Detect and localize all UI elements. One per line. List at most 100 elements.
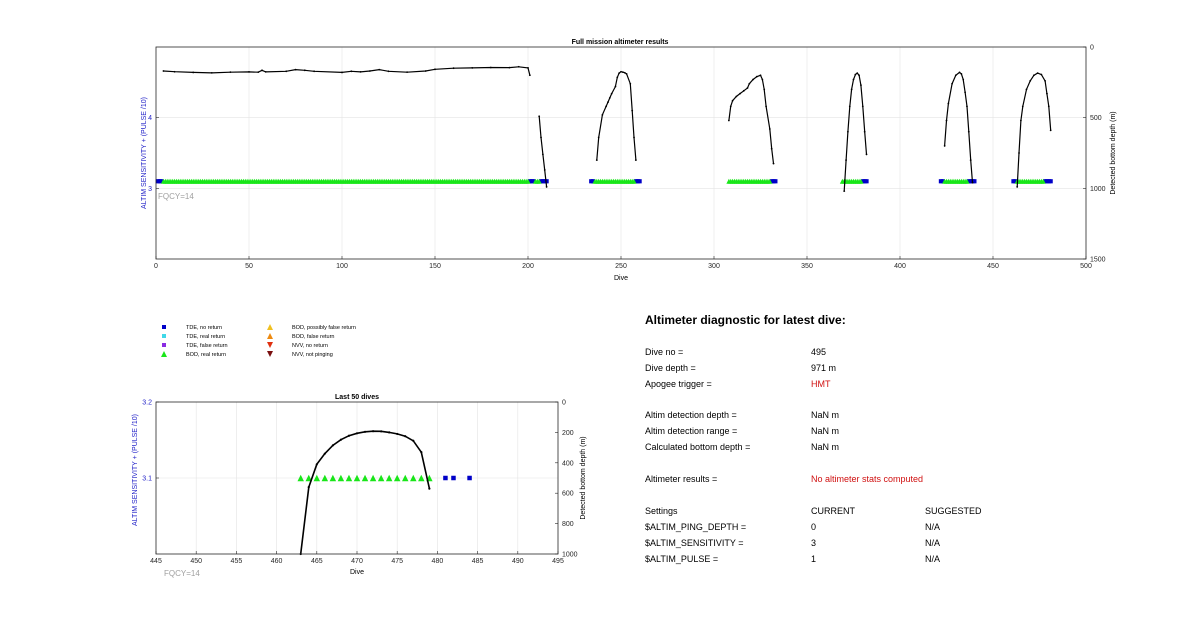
bottom-depth-point <box>1021 105 1024 108</box>
y-tick-label-right: 0 <box>1090 45 1094 52</box>
data-triangle-marker <box>385 474 393 482</box>
data-triangle-marker <box>267 324 273 330</box>
y-tick-label-right: 800 <box>562 521 574 528</box>
bottom-depth-line <box>728 74 775 164</box>
x-tick-label: 400 <box>894 263 906 270</box>
bottom-depth-point <box>378 68 381 71</box>
bottom-depth-point <box>341 71 343 74</box>
x-tick-label: 100 <box>336 263 348 270</box>
bottom-depth-point <box>527 67 529 69</box>
y-tick-label-right: 0 <box>562 400 566 407</box>
legend-entry-label: NVV, not pinging <box>292 352 333 358</box>
bottom-depth-point <box>192 71 195 74</box>
bottom-depth-point <box>608 96 611 99</box>
dive-depth-row: Dive depth = 971 m <box>645 363 1185 377</box>
bottom-depth-point <box>945 119 948 122</box>
setting-suggested: N/A <box>925 522 941 532</box>
detection-range-row: Altim detection range = NaN m <box>645 426 1185 440</box>
dive-depth-label: Dive depth = <box>645 363 696 373</box>
data-square-marker <box>940 179 945 184</box>
bottom-depth-point <box>355 432 359 435</box>
bottom-depth-point <box>406 71 408 74</box>
bottom-depth-point <box>294 68 297 71</box>
y-tick-label-right: 1500 <box>1090 257 1106 264</box>
data-triangle-marker <box>401 474 409 482</box>
bottom-depth-point <box>850 88 853 91</box>
bottom-depth-point <box>954 74 957 77</box>
bottom-depth-point <box>339 438 343 441</box>
bottom-depth-point <box>323 452 326 455</box>
altimeter-results-label: Altimeter results = <box>645 474 718 484</box>
bottom-depth-point <box>173 70 176 73</box>
bottom-depth-point <box>1018 152 1020 154</box>
x-tick-label: 460 <box>271 558 283 565</box>
bottom-depth-point <box>528 74 531 77</box>
data-square-marker <box>544 179 549 184</box>
bottom-depth-point <box>313 70 315 73</box>
bottom-depth-point <box>1036 72 1039 75</box>
data-square-marker <box>467 475 472 481</box>
bottom-depth-point <box>731 99 734 102</box>
x-tick-label: 495 <box>552 558 564 565</box>
legend-entry-label: BOD, possibly false return <box>292 325 356 331</box>
x-tick-label: 465 <box>311 558 323 565</box>
data-square-marker <box>162 325 166 329</box>
bottom-depth-point <box>303 69 306 72</box>
x-tick-label: 470 <box>351 558 363 565</box>
x-tick-label: 350 <box>801 263 813 270</box>
apogee-trigger-value: HMT <box>811 379 831 389</box>
bottom-depth-point <box>752 78 754 81</box>
detection-range-label: Altim detection range = <box>645 426 738 436</box>
dive-depth-value: 971 m <box>811 363 837 373</box>
apogee-trigger-label: Apogee trigger = <box>645 379 712 389</box>
dive-no-value: 495 <box>811 347 827 357</box>
setting-name: $ALTIM_PULSE = <box>645 554 719 564</box>
setting-row: $ALTIM_PING_DEPTH = 0 N/A <box>645 522 1185 536</box>
legend-entry-label: BOD, real return <box>186 352 226 358</box>
bottom-depth-point <box>1033 74 1035 77</box>
altimeter-results-value: No altimeter stats computed <box>811 474 924 484</box>
x-tick-label: 300 <box>708 263 720 270</box>
bottom-depth-point <box>964 91 966 94</box>
current-header: CURRENT <box>811 506 855 516</box>
bottom-depth-point <box>858 74 860 77</box>
bottom-depth-point <box>264 70 267 73</box>
bottom-depth-point <box>748 82 751 85</box>
data-square-marker <box>637 179 642 184</box>
bottom-depth-point <box>971 181 974 184</box>
x-tick-label: 200 <box>522 263 534 270</box>
y-tick-label-right: 1000 <box>1090 186 1106 193</box>
data-triangle-marker <box>297 474 304 482</box>
bottom-depth-point <box>257 71 260 74</box>
bottom-depth-point <box>770 147 773 150</box>
bottom-depth-point <box>543 169 546 171</box>
bottom-depth-point <box>285 70 288 73</box>
settings-header-row: Settings CURRENT SUGGESTED <box>645 506 1185 520</box>
bottom-depth-point <box>359 70 362 73</box>
bottom-depth-point <box>634 159 637 161</box>
bottom-depth-point <box>1049 129 1052 132</box>
bottom-depth-point <box>607 101 609 104</box>
bottom-depth-point <box>735 95 738 98</box>
bottom-depth-line <box>538 116 548 187</box>
bottom-depth-point <box>248 70 250 73</box>
bottom-depth-point <box>755 75 758 78</box>
setting-name: $ALTIM_SENSITIVITY = <box>645 538 744 548</box>
sub-y-axis-label-right: Detected bottom depth (m) <box>580 436 587 519</box>
data-triangle-marker <box>377 474 385 482</box>
data-triangle-marker <box>1040 178 1046 184</box>
bottom-depth-point <box>434 68 436 71</box>
bottom-depth-point <box>958 71 961 74</box>
bottom-depth-point <box>540 136 542 139</box>
bottom-depth-point <box>1047 105 1050 108</box>
bottom-depth-point <box>863 130 866 133</box>
bottom-depth-point <box>746 87 749 89</box>
last-50-dives-plot: Last 50 dives 445 450 455 460 465 470 475 480 48… <box>132 394 587 578</box>
y-tick-label-right: 400 <box>562 460 574 467</box>
data-square-marker <box>531 179 536 184</box>
setting-current: 0 <box>811 522 817 532</box>
bottom-depth-point <box>1046 92 1048 95</box>
data-square-marker <box>451 475 456 481</box>
detection-depth-value: NaN m <box>811 410 840 420</box>
